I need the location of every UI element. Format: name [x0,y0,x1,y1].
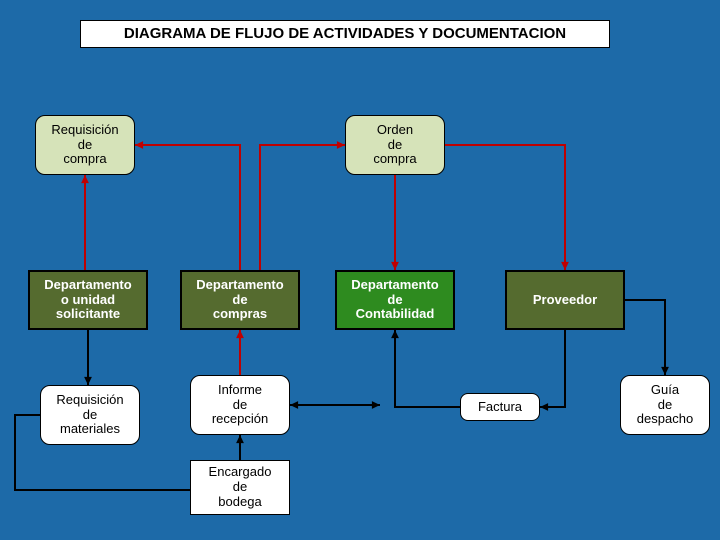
node-req-materiales: Requisición de materiales [40,385,140,445]
node-dept-solicitante: Departamento o unidad solicitante [28,270,148,330]
node-proveedor: Proveedor [505,270,625,330]
node-guia-despacho: Guía de despacho [620,375,710,435]
diagram-stage: DIAGRAMA DE FLUJO DE ACTIVIDADES Y DOCUM… [0,0,720,540]
node-title: DIAGRAMA DE FLUJO DE ACTIVIDADES Y DOCUM… [80,20,610,48]
node-factura: Factura [460,393,540,421]
node-req-compra: Requisición de compra [35,115,135,175]
node-dept-contabilidad: Departamento de Contabilidad [335,270,455,330]
node-informe-recepcion: Informe de recepción [190,375,290,435]
node-orden-compra: Orden de compra [345,115,445,175]
node-encargado-bodega: Encargado de bodega [190,460,290,515]
node-dept-compras: Departamento de compras [180,270,300,330]
